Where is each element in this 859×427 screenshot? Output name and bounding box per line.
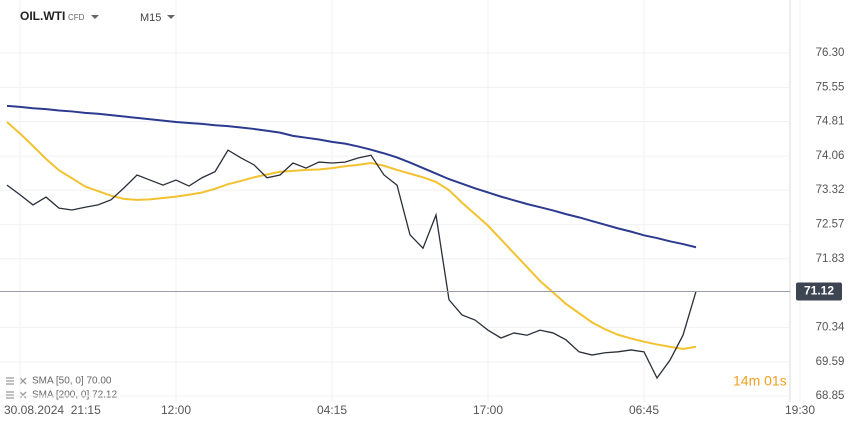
legend-icon [6, 391, 14, 399]
y-tick-label: 76.30 [816, 47, 845, 59]
x-tick-label: 12:00 [161, 403, 191, 417]
last-price-box [796, 282, 842, 301]
interval[interactable]: M15 [140, 12, 161, 24]
y-tick-label: 70.34 [816, 321, 845, 333]
sma-line [6, 121, 697, 351]
y-tick-label: 75.55 [816, 82, 845, 94]
legend-icon [6, 377, 14, 385]
x-tick-label: 06:45 [629, 403, 659, 417]
y-tick-label: 73.32 [816, 184, 845, 196]
y-tick-label: 69.59 [816, 356, 845, 368]
y-tick-label: 71.83 [816, 253, 845, 265]
y-tick-label: 72.57 [816, 219, 845, 231]
legend-entry: SMA [200, 0] 72.12 [32, 390, 117, 401]
legend-entry: SMA [50, 0] 70.00 [32, 376, 112, 387]
y-tick-label: 74.06 [816, 150, 845, 162]
x-tick-label: 30.08.2024 21:15 [4, 403, 101, 417]
instrument-type: CFD [68, 13, 85, 22]
interval-dropdown[interactable] [167, 15, 175, 19]
instrument[interactable]: OIL.WTI [20, 9, 65, 23]
y-tick-label: 68.85 [816, 390, 845, 402]
legend: SMA [50, 0] 70.00 SMA [200, 0] 72.12 [6, 376, 117, 401]
grid [0, 0, 801, 402]
legend-remove[interactable] [19, 377, 27, 385]
y-tick-label: 74.81 [816, 116, 845, 128]
price-line [6, 149, 697, 380]
last-price-label: 71.12 [804, 284, 834, 298]
instrument-dropdown[interactable] [91, 15, 99, 19]
legend-remove[interactable] [19, 391, 27, 399]
x-tick-label: 04:15 [317, 403, 347, 417]
x-tick-label: 19:30 [785, 403, 815, 417]
sma-line [6, 104, 697, 249]
countdown: 14m 01s [733, 373, 787, 389]
x-tick-label: 17:00 [473, 403, 503, 417]
